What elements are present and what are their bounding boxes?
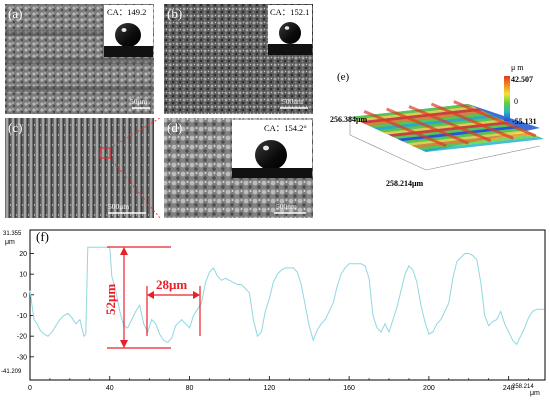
panel-f: (f) μm 31.355 -41.209 258.214 μm 20 10 0 -1… xyxy=(1,229,546,397)
panel-e-colorbar xyxy=(504,76,510,121)
x-tick-label: 240 xyxy=(503,385,515,392)
panel-e-scale-max: 42.507 xyxy=(511,75,533,84)
y-tick-label: -20 xyxy=(17,334,27,341)
x-tick-label: 0 xyxy=(28,385,32,392)
y-tick-label: 10 xyxy=(19,272,27,279)
panel-c-label: (c) xyxy=(8,120,22,135)
panel-e-scale-min: -55.131 xyxy=(512,117,537,126)
panel-d-label: (d) xyxy=(167,120,182,135)
panel-c-zoom-line-2 xyxy=(109,157,161,219)
panel-e-surface-ridge xyxy=(408,105,492,143)
chart-frame xyxy=(29,229,546,381)
annotation-height-label: 52μm xyxy=(103,284,118,315)
panel-c-zoom-line-1 xyxy=(109,117,161,149)
y-tick-label: -10 xyxy=(17,313,27,320)
x-tick-label: 200 xyxy=(423,385,435,392)
chart-y-min: -41.209 xyxy=(1,369,22,375)
panel-a-substrate xyxy=(104,46,153,57)
panel-a: (a) CA：149.2 50μm xyxy=(5,4,154,114)
panel-e-unit: μ m xyxy=(511,63,524,72)
panel-d-ca: CA：154.2° xyxy=(264,123,307,133)
chart-y-unit: μm xyxy=(5,239,15,246)
panel-a-droplet xyxy=(115,23,141,47)
chart-x-unit: μm xyxy=(530,390,540,397)
annotation-arrowhead-left xyxy=(147,291,154,299)
chart-x-max: 258.214 xyxy=(512,384,534,390)
y-tick-label: -30 xyxy=(17,354,27,361)
panel-c-micrograph xyxy=(5,118,154,218)
panel-b: (b) CA：152.1 500nm xyxy=(164,4,313,114)
panel-e-axis-x xyxy=(349,134,427,171)
annotation-arrowhead-up xyxy=(120,247,128,255)
panel-e-surface-ridge xyxy=(453,100,537,138)
panel-b-substrate xyxy=(268,44,312,55)
x-tick-label: 160 xyxy=(343,385,355,392)
panel-d-scale: 500nm xyxy=(276,202,297,211)
panel-a-ca: CA：149.2 xyxy=(107,7,146,17)
x-tick-label: 40 xyxy=(106,385,114,392)
x-tick-label: 80 xyxy=(186,385,194,392)
panel-e-surface xyxy=(350,100,544,152)
y-tick-label: 20 xyxy=(19,251,27,258)
chart-x-axis: 0 40 80 120 160 200 240 xyxy=(28,376,529,392)
panel-e-dim-x: 258.214μm xyxy=(386,179,424,188)
panel-e-axis-x2 xyxy=(425,145,541,171)
annotation-width-label: 28μm xyxy=(156,277,187,292)
panel-e-scale-mid: 0 xyxy=(514,97,518,106)
annotation-arrowhead-down xyxy=(120,340,128,348)
panel-c-zoom-box xyxy=(99,147,111,159)
annotation-arrowhead-right xyxy=(193,291,200,299)
panel-e-label: (e) xyxy=(337,71,350,83)
panel-e-surface-ridge xyxy=(430,102,514,140)
panel-e: (e) 256.384μm 258.214μm μ m 42.507 0 -55… xyxy=(330,63,544,188)
panel-c-scale: 500μm xyxy=(108,202,129,211)
panel-e-surface-ridge xyxy=(363,110,447,148)
panel-b-ca: CA：152.1 xyxy=(270,7,309,17)
panel-d: (d) CA：154.2° 500nm xyxy=(164,118,313,218)
panel-c: (c) 500μm xyxy=(5,117,161,219)
chart-panel-label: (f) xyxy=(36,229,49,244)
panel-d-substrate xyxy=(232,168,312,178)
y-tick-label: 0 xyxy=(23,292,27,299)
panel-a-scale: 50μm xyxy=(130,97,148,106)
chart-y-max: 31.355 xyxy=(3,231,22,237)
panel-a-label: (a) xyxy=(8,6,22,21)
x-tick-label: 120 xyxy=(263,385,275,392)
panel-b-droplet xyxy=(279,22,301,44)
panel-e-surface-stripe xyxy=(416,134,540,150)
panel-e-surface-ridge xyxy=(385,107,470,145)
panel-e-dim-y: 256.384μm xyxy=(330,115,368,124)
panel-b-label: (b) xyxy=(167,6,182,21)
panel-e-surface-stripe xyxy=(421,136,544,152)
panel-d-droplet xyxy=(255,140,287,170)
panel-b-scale: 500nm xyxy=(282,97,303,106)
